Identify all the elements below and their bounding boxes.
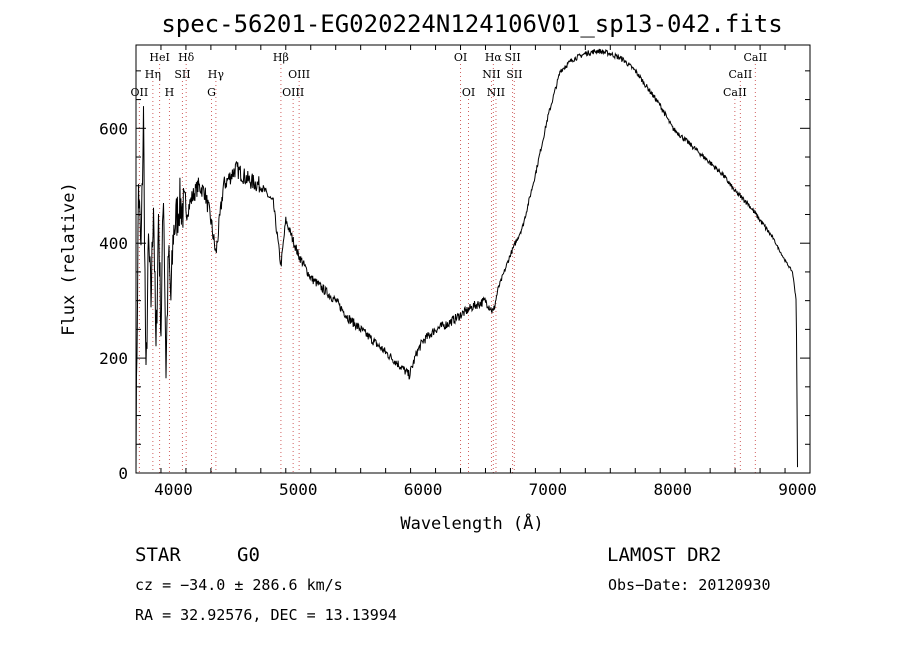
- object-class: STAR: [135, 544, 181, 566]
- spectral-line-label: NII: [482, 68, 500, 81]
- chart-title: spec-56201-EG020224N124106V01_sp13-042.f…: [161, 10, 782, 38]
- y-axis-ticks: 0 200 400 600: [99, 70, 810, 483]
- spectral-line-label: CaII: [729, 68, 753, 81]
- spectral-line-label: Hα: [485, 51, 503, 64]
- coordinates-readout: RA = 32.92576, DEC = 13.13994: [135, 606, 397, 624]
- spectral-line-label: SII: [504, 51, 520, 64]
- x-axis-ticks: 4000 5000 6000 7000 8000 9000: [135, 45, 817, 499]
- spectral-line-label: OI: [454, 51, 467, 64]
- x-tick-label: 8000: [653, 480, 692, 499]
- y-axis-label: Flux (relative): [59, 182, 79, 336]
- survey-name: LAMOST DR2: [607, 544, 721, 566]
- x-tick-label: 5000: [279, 480, 318, 499]
- spectral-line-label: Hβ: [273, 51, 289, 64]
- x-axis-label: Wavelength (Å): [400, 512, 543, 534]
- spectral-line-label: SII: [506, 68, 522, 81]
- x-tick-label: 7000: [529, 480, 568, 499]
- spectral-line-label: OII: [131, 86, 149, 99]
- spectral-line-label: Hη: [145, 68, 161, 81]
- spectrum-line: [135, 48, 798, 472]
- redshift-readout: cz = −34.0 ± 286.6 km/s: [135, 576, 343, 594]
- y-tick-label: 200: [99, 349, 128, 368]
- spectral-line-label: SII: [174, 68, 190, 81]
- x-tick-label: 4000: [154, 480, 193, 499]
- spectral-line-label: OIII: [282, 86, 304, 99]
- y-tick-label: 0: [118, 464, 128, 483]
- spectral-line-label: H: [165, 86, 175, 99]
- spectral-line-label: G: [207, 86, 216, 99]
- spectral-line-label: HeI: [149, 51, 169, 64]
- spectral-line-label: OIII: [288, 68, 310, 81]
- y-tick-label: 400: [99, 234, 128, 253]
- y-tick-label: 600: [99, 119, 128, 138]
- spectral-line-label: Hγ: [208, 68, 225, 81]
- plot-frame: [135, 44, 811, 474]
- spectral-line-label: NII: [487, 86, 505, 99]
- x-tick-label: 6000: [404, 480, 443, 499]
- spectral-line-label: OI: [462, 86, 475, 99]
- spectral-line-label: CaII: [743, 51, 767, 64]
- object-subclass: G0: [237, 544, 260, 566]
- x-tick-label: 9000: [778, 480, 817, 499]
- spectral-line-markers: [138, 64, 756, 473]
- spectral-line-label: Hδ: [178, 51, 195, 64]
- spectral-line-label: CaII: [723, 86, 747, 99]
- observation-date: Obs−Date: 20120930: [608, 576, 771, 594]
